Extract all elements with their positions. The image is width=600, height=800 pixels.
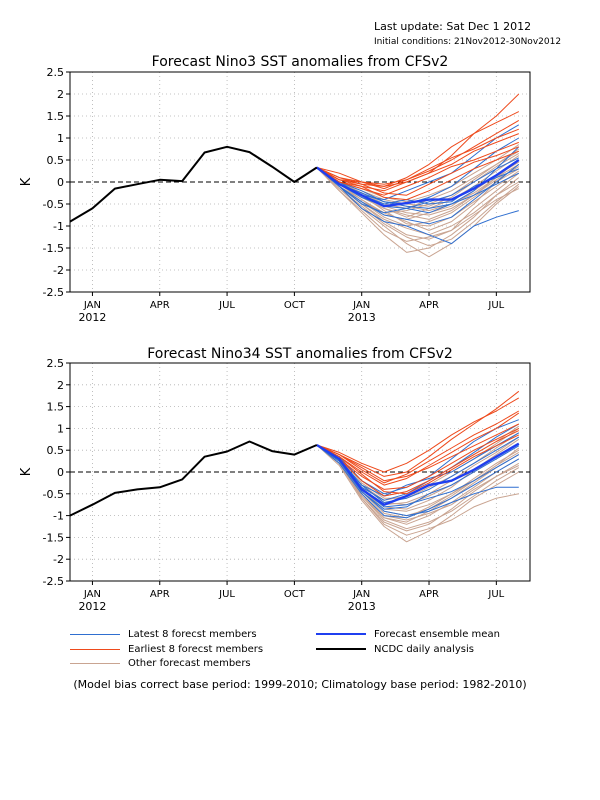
series-latest-member	[316, 444, 520, 510]
legend-item-earliest: Earliest 8 forecst members	[70, 642, 263, 656]
series-earliest-member	[316, 128, 519, 185]
x-tick-label: APR	[150, 300, 170, 311]
series-observed	[69, 440, 318, 517]
last-update-text: Last update: Sat Dec 1 2012	[374, 20, 532, 33]
legend-item-mean: Forecast ensemble mean	[316, 627, 500, 641]
x-tick-label: JUL	[487, 589, 504, 600]
legend: Latest 8 forecst members Earliest 8 fore…	[0, 625, 600, 670]
y-tick-label: -2	[53, 264, 64, 277]
series-other-member	[316, 163, 520, 212]
y-tick-label: 1.5	[47, 401, 65, 414]
series-earliest-member	[316, 119, 520, 190]
y-tick-label: -1.5	[43, 531, 64, 544]
legend-label-mean: Forecast ensemble mean	[374, 628, 500, 640]
legend-swatch-earliest	[70, 648, 120, 650]
legend-item-obs: NCDC daily analysis	[316, 642, 474, 656]
series-latest-member	[316, 157, 520, 214]
series-other-member	[316, 167, 520, 258]
y-tick-label: 2	[57, 88, 64, 101]
series-ensemble-mean	[316, 159, 520, 208]
series-other-member	[316, 167, 520, 242]
legend-swatch-latest	[70, 633, 120, 635]
y-tick-label: -0.5	[43, 198, 64, 211]
y-tick-label: -2.5	[43, 286, 64, 299]
y-tick-label: -1.5	[43, 242, 64, 255]
y-axis-label: K	[19, 467, 34, 476]
plot-frame	[69, 71, 531, 293]
x-tick-label: APR	[419, 300, 439, 311]
footnote: (Model bias correct base period: 1999-20…	[73, 678, 527, 691]
y-tick-label: 1.5	[47, 110, 65, 123]
y-tick-label: 0	[57, 176, 64, 189]
legend-swatch-obs	[316, 648, 366, 650]
y-tick-label: 2.5	[47, 66, 65, 79]
legend-swatch-mean	[316, 633, 366, 635]
series-earliest-member	[316, 133, 519, 192]
series-earliest-member	[316, 410, 520, 484]
x-year-label: 2012	[78, 600, 106, 613]
series-earliest-member	[316, 146, 519, 196]
series-earliest-member	[316, 430, 520, 497]
y-tick-label: -2.5	[43, 575, 64, 588]
series-other-member	[316, 444, 520, 543]
legend-item-other: Other forecast members	[70, 656, 251, 670]
series-earliest-member	[316, 141, 519, 196]
series-earliest-member	[316, 150, 519, 201]
x-tick-label: APR	[150, 589, 170, 600]
chart-title: Forecast Nino34 SST anomalies from CFSv2	[147, 346, 453, 362]
legend-label-latest: Latest 8 forecst members	[128, 628, 257, 640]
series-ensemble-mean	[316, 442, 520, 506]
series-latest-member	[316, 164, 520, 225]
series-earliest-member	[316, 434, 520, 495]
y-tick-label: -1	[53, 510, 64, 523]
y-tick-label: 2	[57, 379, 64, 392]
legend-swatch-other	[70, 662, 120, 664]
series-earliest-member	[316, 427, 520, 490]
x-tick-label: OCT	[284, 300, 306, 311]
x-tick-label: JAN	[83, 300, 101, 311]
plot-frame	[69, 362, 531, 582]
y-tick-label: 0.5	[47, 154, 65, 167]
nino34-chart: Forecast Nino34 SST anomalies from CFSv2…	[19, 346, 531, 613]
x-tick-label: APR	[419, 589, 439, 600]
x-tick-label: JAN	[352, 300, 370, 311]
x-tick-label: JUL	[218, 300, 235, 311]
x-year-label: 2012	[78, 311, 106, 324]
y-tick-label: 0.5	[47, 444, 65, 457]
y-axis-label: K	[19, 177, 34, 186]
initial-conditions-text: Initial conditions: 21Nov2012-30Nov2012	[374, 37, 562, 47]
y-tick-label: -1	[53, 220, 64, 233]
series-observed	[69, 145, 318, 223]
x-tick-label: JAN	[352, 589, 370, 600]
y-tick-label: -2	[53, 553, 64, 566]
x-tick-label: OCT	[284, 589, 306, 600]
y-tick-label: 0	[57, 466, 64, 479]
series-other-member	[316, 444, 520, 532]
nino3-chart: Forecast Nino3 SST anomalies from CFSv2 2…	[19, 54, 531, 324]
series-latest-member	[316, 444, 520, 519]
series-latest-member	[316, 167, 520, 209]
series-other-member	[316, 444, 520, 523]
x-tick-label: JUL	[487, 300, 504, 311]
legend-label-obs: NCDC daily analysis	[374, 643, 474, 655]
series-other-member	[316, 164, 520, 231]
legend-label-earliest: Earliest 8 forecst members	[128, 643, 264, 655]
x-year-label: 2013	[348, 600, 376, 613]
series-earliest-member	[316, 397, 520, 473]
series-earliest-member	[316, 423, 520, 482]
legend-label-other: Other forecast members	[128, 657, 251, 669]
y-tick-label: 1	[57, 132, 64, 145]
x-tick-label: JUL	[218, 589, 235, 600]
chart-title: Forecast Nino3 SST anomalies from CFSv2	[152, 54, 449, 70]
y-tick-label: 2.5	[47, 357, 65, 370]
y-tick-label: 1	[57, 422, 64, 435]
series-latest-member	[316, 167, 519, 245]
x-year-label: 2013	[348, 311, 376, 324]
x-tick-label: JAN	[83, 589, 101, 600]
y-tick-label: -0.5	[43, 488, 64, 501]
legend-item-latest: Latest 8 forecst members	[70, 627, 257, 641]
